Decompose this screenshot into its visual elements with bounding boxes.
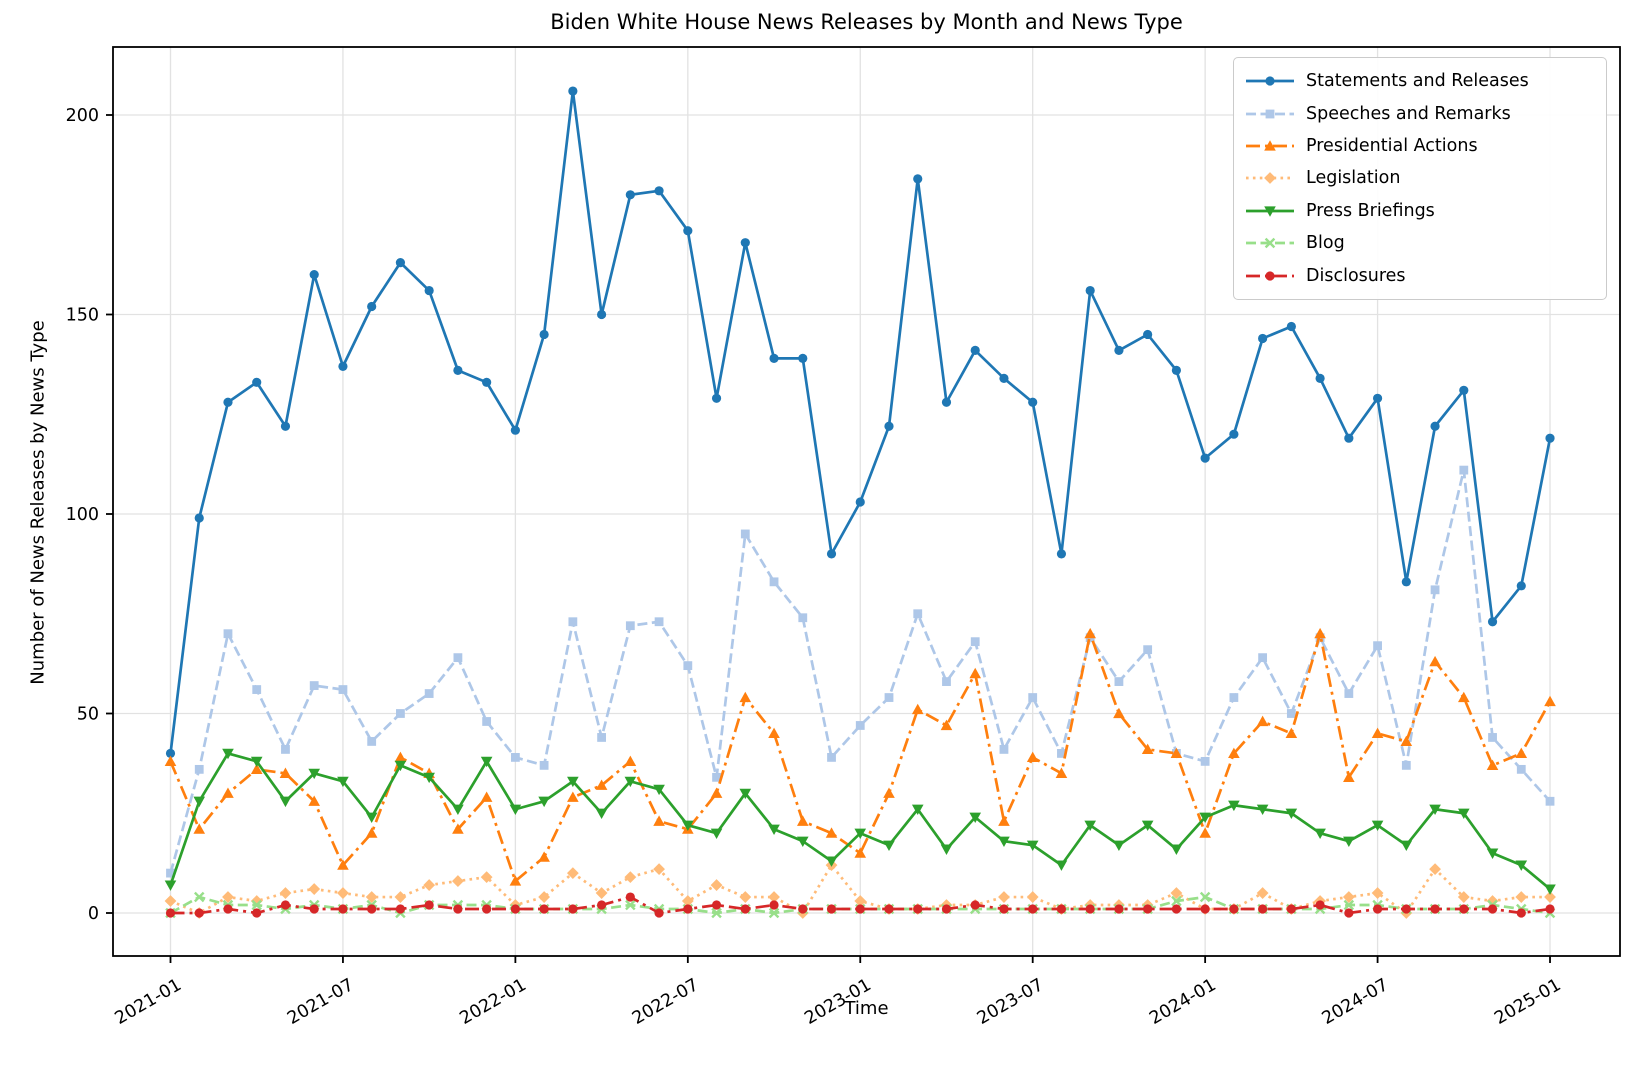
legend-label: Presidential Actions xyxy=(1306,136,1478,157)
legend-label: Speeches and Remarks xyxy=(1306,103,1511,124)
legend-label: Statements and Releases xyxy=(1306,71,1529,92)
legend-label: Press Briefings xyxy=(1306,200,1435,221)
chart-title: Biden White House News Releases by Month… xyxy=(550,10,1183,34)
legend-item-legislation: Legislation xyxy=(1244,162,1596,194)
legend-line-sample xyxy=(1246,140,1294,151)
x-axis-label: Time xyxy=(844,998,889,1019)
legend-item-speeches-and-remarks: Speeches and Remarks xyxy=(1244,98,1596,130)
series-press-briefings xyxy=(164,748,1556,895)
y-tick-label: 150 xyxy=(66,306,99,326)
legend-item-blog: Blog xyxy=(1244,227,1596,259)
legend-line-sample xyxy=(1246,76,1294,86)
y-axis-label: Number of News Releases by News Type xyxy=(27,320,49,685)
legend-line-sample xyxy=(1246,238,1294,249)
legend: Statements and Releases Speeches and Rema… xyxy=(1233,57,1607,300)
legend-label: Blog xyxy=(1306,233,1345,254)
legend-item-statements-and-releases: Statements and Releases xyxy=(1244,65,1596,97)
legend-line-sample xyxy=(1246,206,1294,217)
legend-item-press-briefings: Press Briefings xyxy=(1244,195,1596,227)
legend-label: Disclosures xyxy=(1306,265,1406,286)
y-tick-label: 100 xyxy=(66,505,99,525)
legend-line-sample xyxy=(1246,172,1294,185)
series-disclosures xyxy=(165,892,1555,918)
y-tick-label: 0 xyxy=(88,904,99,924)
legend-item-disclosures: Disclosures xyxy=(1244,260,1596,292)
y-tick-label: 50 xyxy=(77,705,99,725)
legend-line-sample xyxy=(1246,109,1294,119)
legend-item-presidential-actions: Presidential Actions xyxy=(1244,130,1596,162)
legend-label: Legislation xyxy=(1306,168,1401,189)
legend-line-sample xyxy=(1246,271,1294,281)
series-presidential-actions xyxy=(164,627,1556,886)
series-statements-and-releases xyxy=(165,86,1555,759)
y-tick-label: 200 xyxy=(66,106,99,126)
